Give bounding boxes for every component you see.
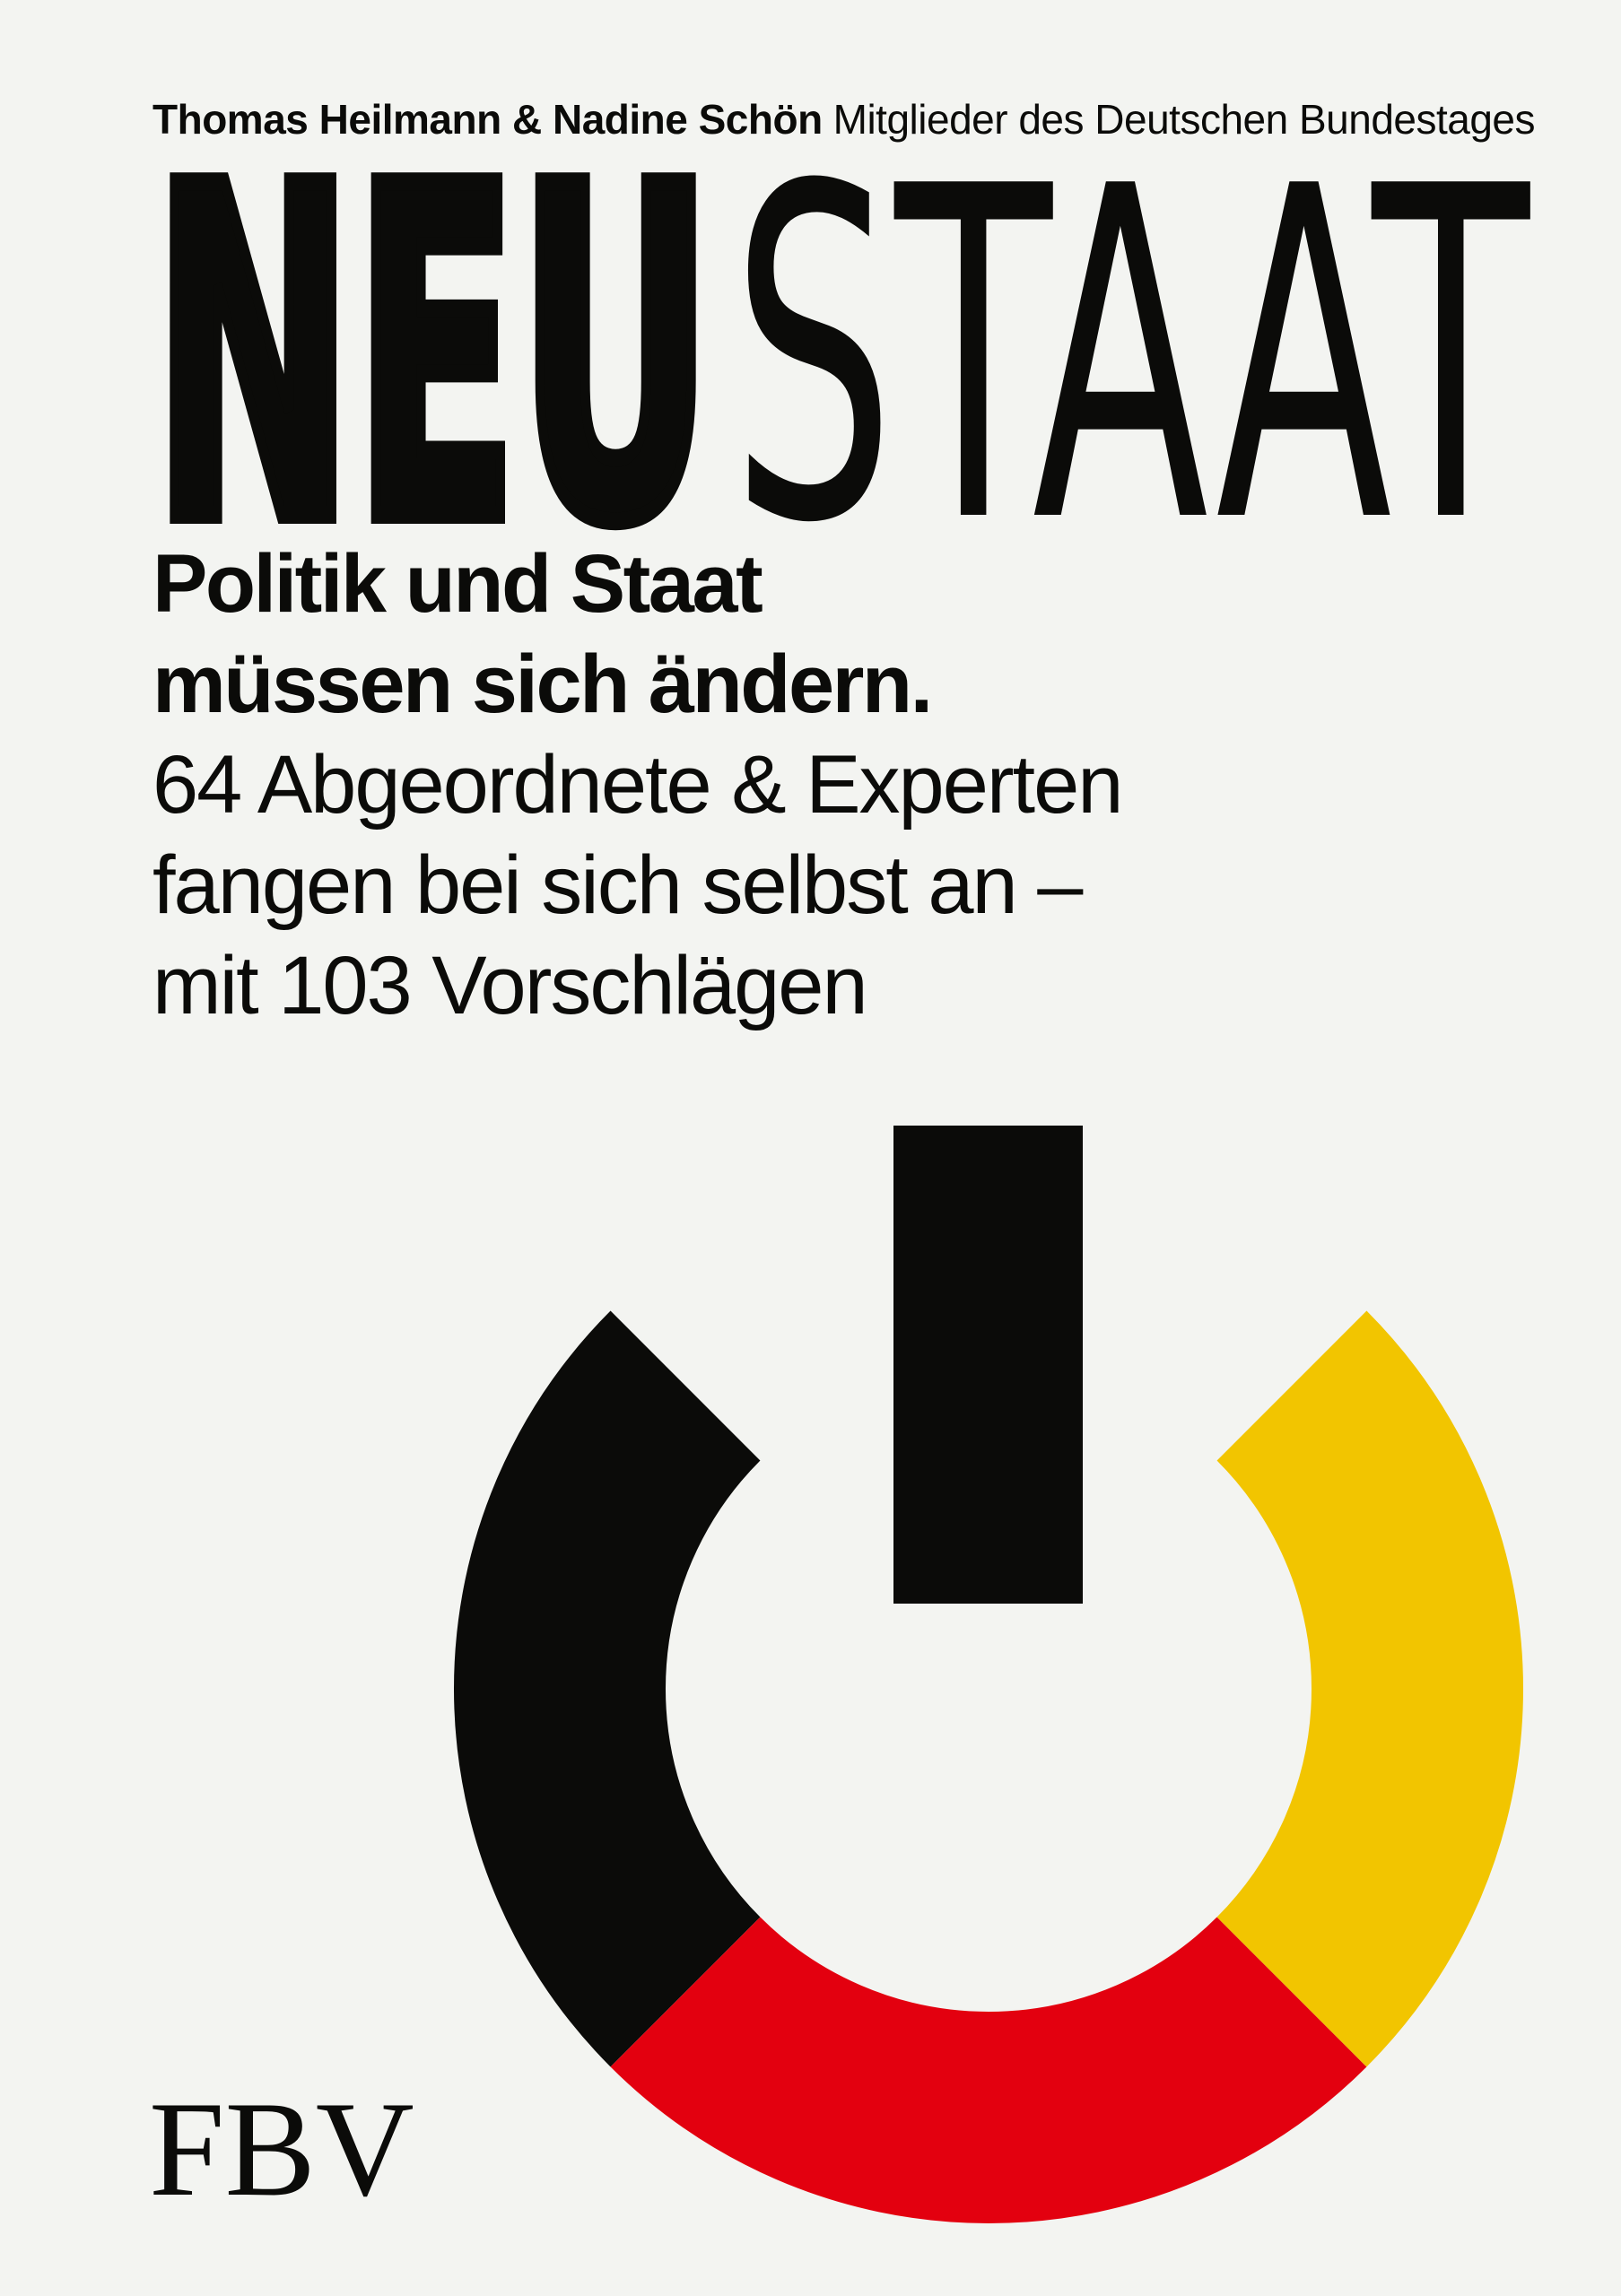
author-role: Mitglieder des Deutschen Bundestages	[832, 96, 1536, 143]
book-title: NEU STAAT	[144, 83, 1533, 632]
title-part-staat: STAAT	[731, 91, 1533, 623]
power-icon-bar	[893, 1126, 1083, 1604]
subtitle-line-1: Politik und Staat	[153, 538, 763, 630]
power-icon-arc-gold	[1216, 1310, 1523, 2067]
subtitle-block: Politik und Staat müssen sich ändern. 64…	[153, 534, 1453, 1036]
publisher-logo: FBV	[149, 2074, 414, 2224]
subtitle-line-5: mit 103 Vorschlägen	[153, 940, 868, 1031]
author-names: Thomas Heilmann & Nadine Schön	[153, 96, 823, 143]
title-part-neu: NEU	[153, 91, 713, 623]
author-line: Thomas Heilmann & Nadine Schön Mitglieder…	[153, 97, 1570, 143]
subtitle-line-4: fangen bei sich selbst an –	[153, 839, 1083, 931]
subtitle-line-3: 64 Abgeordnete & Experten	[153, 739, 1123, 831]
power-icon-arc-black	[454, 1310, 762, 2067]
subtitle-line-2: müssen sich ändern.	[153, 639, 933, 730]
power-icon-arc-red	[610, 1916, 1367, 2223]
power-icon	[454, 1126, 1523, 2223]
